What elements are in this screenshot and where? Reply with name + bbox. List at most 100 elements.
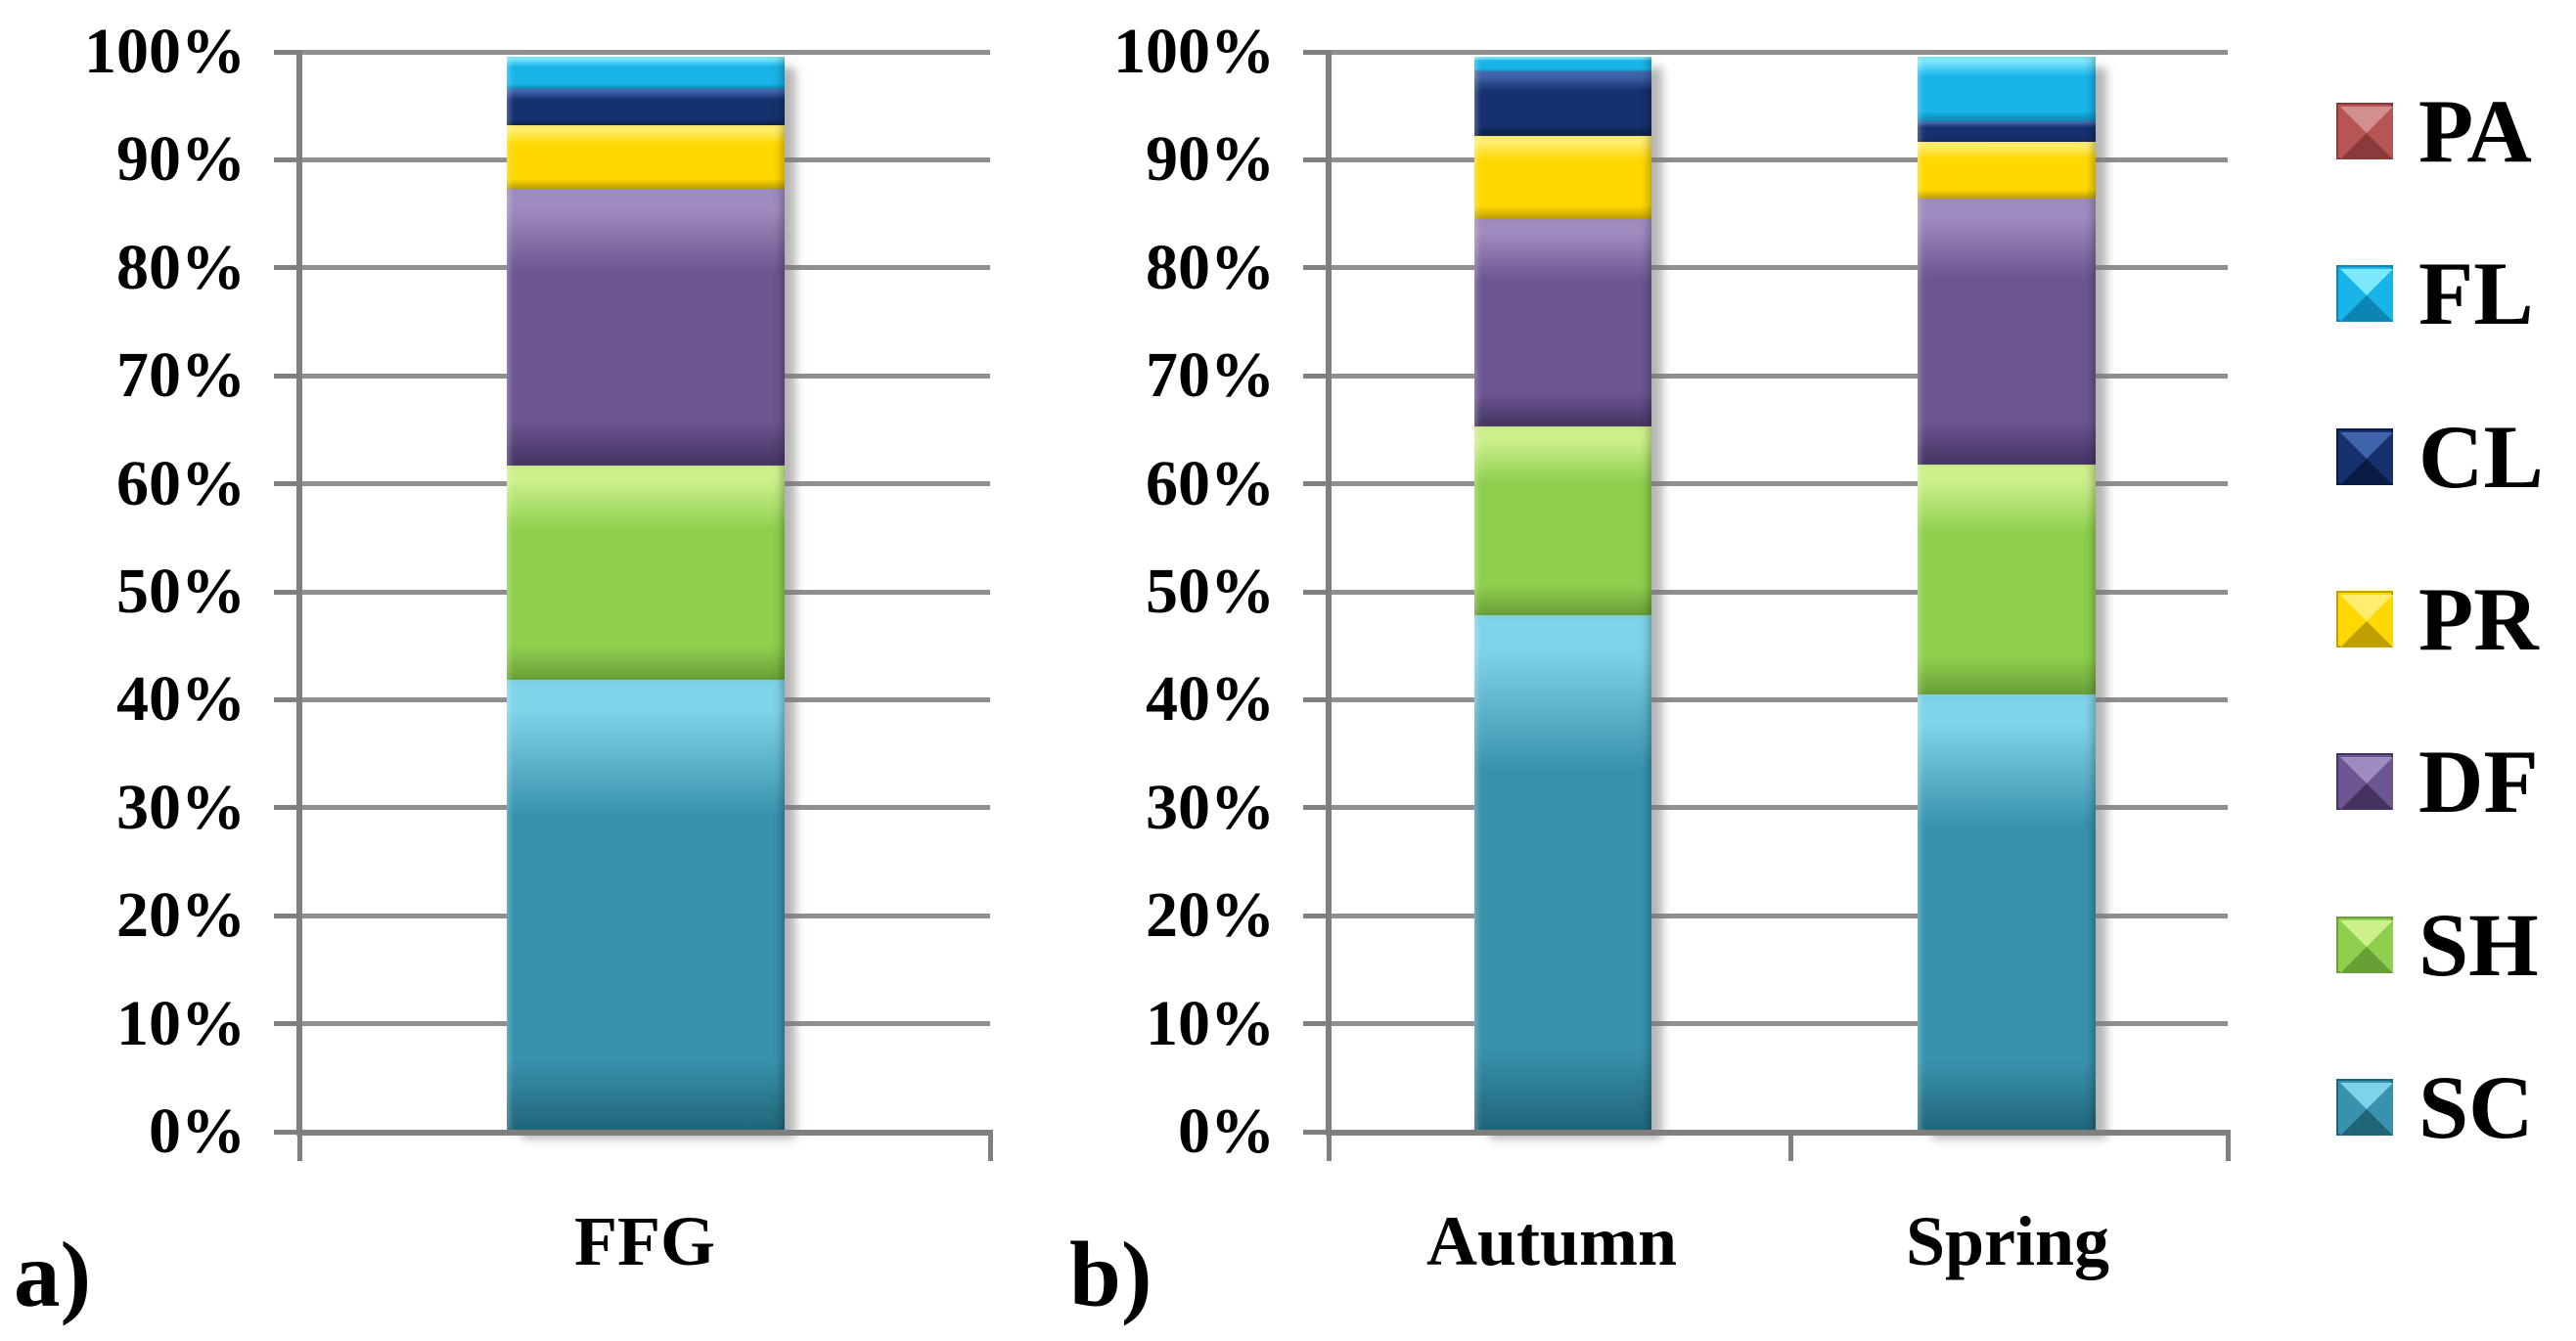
- bar-segment-fl-spring: [1918, 57, 2096, 121]
- y-tick-label: 20%: [1146, 879, 1275, 952]
- legend-swatch-bevel: [2340, 107, 2393, 159]
- legend-label-fl: FL: [2418, 244, 2534, 344]
- y-tick: [1303, 805, 1329, 811]
- x-category-label: Spring: [1905, 1202, 2110, 1280]
- gridline: [299, 265, 990, 271]
- bar-segment-df-spring: [1918, 199, 2096, 465]
- y-tick-label: 40%: [1146, 663, 1275, 736]
- y-tick-label: 50%: [1146, 556, 1275, 627]
- y-tick: [274, 805, 299, 811]
- gridline: [299, 481, 990, 487]
- legend-label-cl: CL: [2418, 406, 2544, 507]
- y-tick: [274, 373, 299, 379]
- x-axis: [1326, 1130, 2231, 1136]
- y-tick-label: 30%: [1146, 771, 1275, 843]
- gridline: [1329, 156, 2228, 162]
- x-tick: [296, 1132, 302, 1161]
- y-tick-label: 100%: [1113, 16, 1275, 87]
- gridline: [299, 696, 990, 702]
- legend-swatch-pa: [2336, 103, 2393, 159]
- y-tick-label: 90%: [1146, 123, 1275, 196]
- bar-segment-cl-spring: [1918, 120, 2096, 142]
- y-tick: [274, 913, 299, 918]
- gridline: [299, 589, 990, 595]
- bar-segment-fl-autumn: [1474, 57, 1651, 72]
- bar-autumn: [1474, 57, 1651, 1132]
- y-tick: [274, 1129, 299, 1135]
- legend-swatch-sc: [2336, 1078, 2393, 1136]
- legend-label-pa: PA: [2418, 81, 2532, 181]
- y-tick: [1303, 589, 1329, 595]
- y-tick-label: 50%: [116, 556, 246, 627]
- x-tick: [987, 1132, 993, 1161]
- gridline: [299, 49, 990, 55]
- y-tick-label: 80%: [116, 231, 246, 303]
- bar-segment-sh-autumn: [1474, 426, 1651, 616]
- y-tick: [1303, 696, 1329, 702]
- gridline: [1329, 805, 2228, 811]
- gridline: [299, 1129, 990, 1135]
- gridline: [1329, 696, 2228, 702]
- x-category-label: FFG: [574, 1202, 715, 1280]
- y-axis: [1326, 50, 1332, 1135]
- legend-label-df: DF: [2418, 732, 2539, 832]
- bar-segment-pr-ffg: [507, 125, 785, 190]
- x-tick: [1787, 1132, 1793, 1161]
- gridline: [299, 156, 990, 162]
- gridline: [1329, 49, 2228, 55]
- legend-swatch-bevel: [2340, 269, 2393, 323]
- y-tick: [1303, 481, 1329, 487]
- bar-segment-pr-autumn: [1474, 136, 1651, 219]
- bar-segment-df-autumn: [1474, 218, 1651, 427]
- legend-swatch-fl: [2336, 265, 2393, 323]
- legend-swatch-bevel: [2340, 1082, 2393, 1136]
- legend-swatch-cl: [2336, 427, 2393, 485]
- y-tick-label: 90%: [116, 123, 246, 196]
- legend-swatch-pr: [2336, 590, 2393, 648]
- y-tick: [1303, 1129, 1329, 1135]
- bar-spring: [1918, 57, 2096, 1132]
- y-tick-label: 10%: [116, 987, 246, 1059]
- gridline: [1329, 589, 2228, 595]
- legend-label-pr: PR: [2418, 568, 2539, 669]
- y-tick: [274, 156, 299, 162]
- y-tick-label: 70%: [1146, 339, 1275, 412]
- y-tick-label: 20%: [116, 879, 246, 952]
- y-tick: [1303, 1021, 1329, 1027]
- y-tick: [1303, 265, 1329, 271]
- bar-segment-cl-autumn: [1474, 71, 1651, 137]
- y-tick-label: 60%: [1146, 447, 1275, 519]
- bar-ffg: [507, 57, 785, 1132]
- bar-segment-sh-ffg: [507, 465, 785, 681]
- y-tick: [1303, 49, 1329, 55]
- bar-segment-sc-spring: [1918, 693, 2096, 1132]
- y-tick-label: 70%: [116, 339, 246, 412]
- y-tick: [1303, 156, 1329, 162]
- gridline: [1329, 913, 2228, 918]
- x-axis: [296, 1130, 993, 1136]
- gridline: [1329, 373, 2228, 379]
- bar-segment-sc-ffg: [507, 680, 785, 1132]
- gridline: [1329, 481, 2228, 487]
- legend-swatch-bevel: [2340, 757, 2393, 811]
- legend-label-sc: SC: [2418, 1056, 2534, 1157]
- gridline: [1329, 265, 2228, 271]
- bar-segment-fl-ffg: [507, 57, 785, 89]
- x-tick: [1326, 1132, 1332, 1161]
- y-tick: [1303, 373, 1329, 379]
- bar-segment-sc-autumn: [1474, 615, 1651, 1132]
- gridline: [1329, 1021, 2228, 1027]
- panel-label-a: a): [14, 1223, 92, 1326]
- legend-swatch-bevel: [2340, 919, 2393, 973]
- legend-swatch-sh: [2336, 916, 2393, 973]
- y-tick: [274, 481, 299, 487]
- x-tick: [2225, 1132, 2231, 1161]
